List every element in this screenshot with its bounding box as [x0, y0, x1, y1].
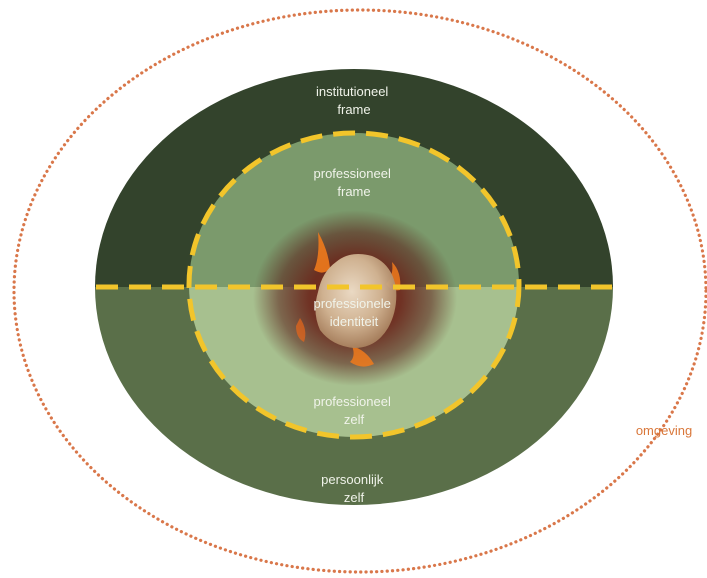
- professional-frame-label: professioneel frame: [314, 166, 395, 199]
- identity-nucleus: [315, 254, 397, 348]
- environment-boundary: [12, 8, 707, 574]
- personal-self-label: persoonlijk zelf: [321, 472, 387, 505]
- institutional-frame-label: institutioneel frame: [316, 84, 392, 117]
- professional-identity-label: professionele identiteit: [314, 296, 395, 329]
- flame-left: [314, 232, 330, 273]
- professional-self-label: professioneel zelf: [314, 394, 395, 427]
- flame-bottom-right: [350, 346, 374, 367]
- flame-bottom-left: [296, 318, 306, 342]
- inner-dashed-boundary: [186, 130, 522, 440]
- environment-label: omgeving: [636, 423, 692, 438]
